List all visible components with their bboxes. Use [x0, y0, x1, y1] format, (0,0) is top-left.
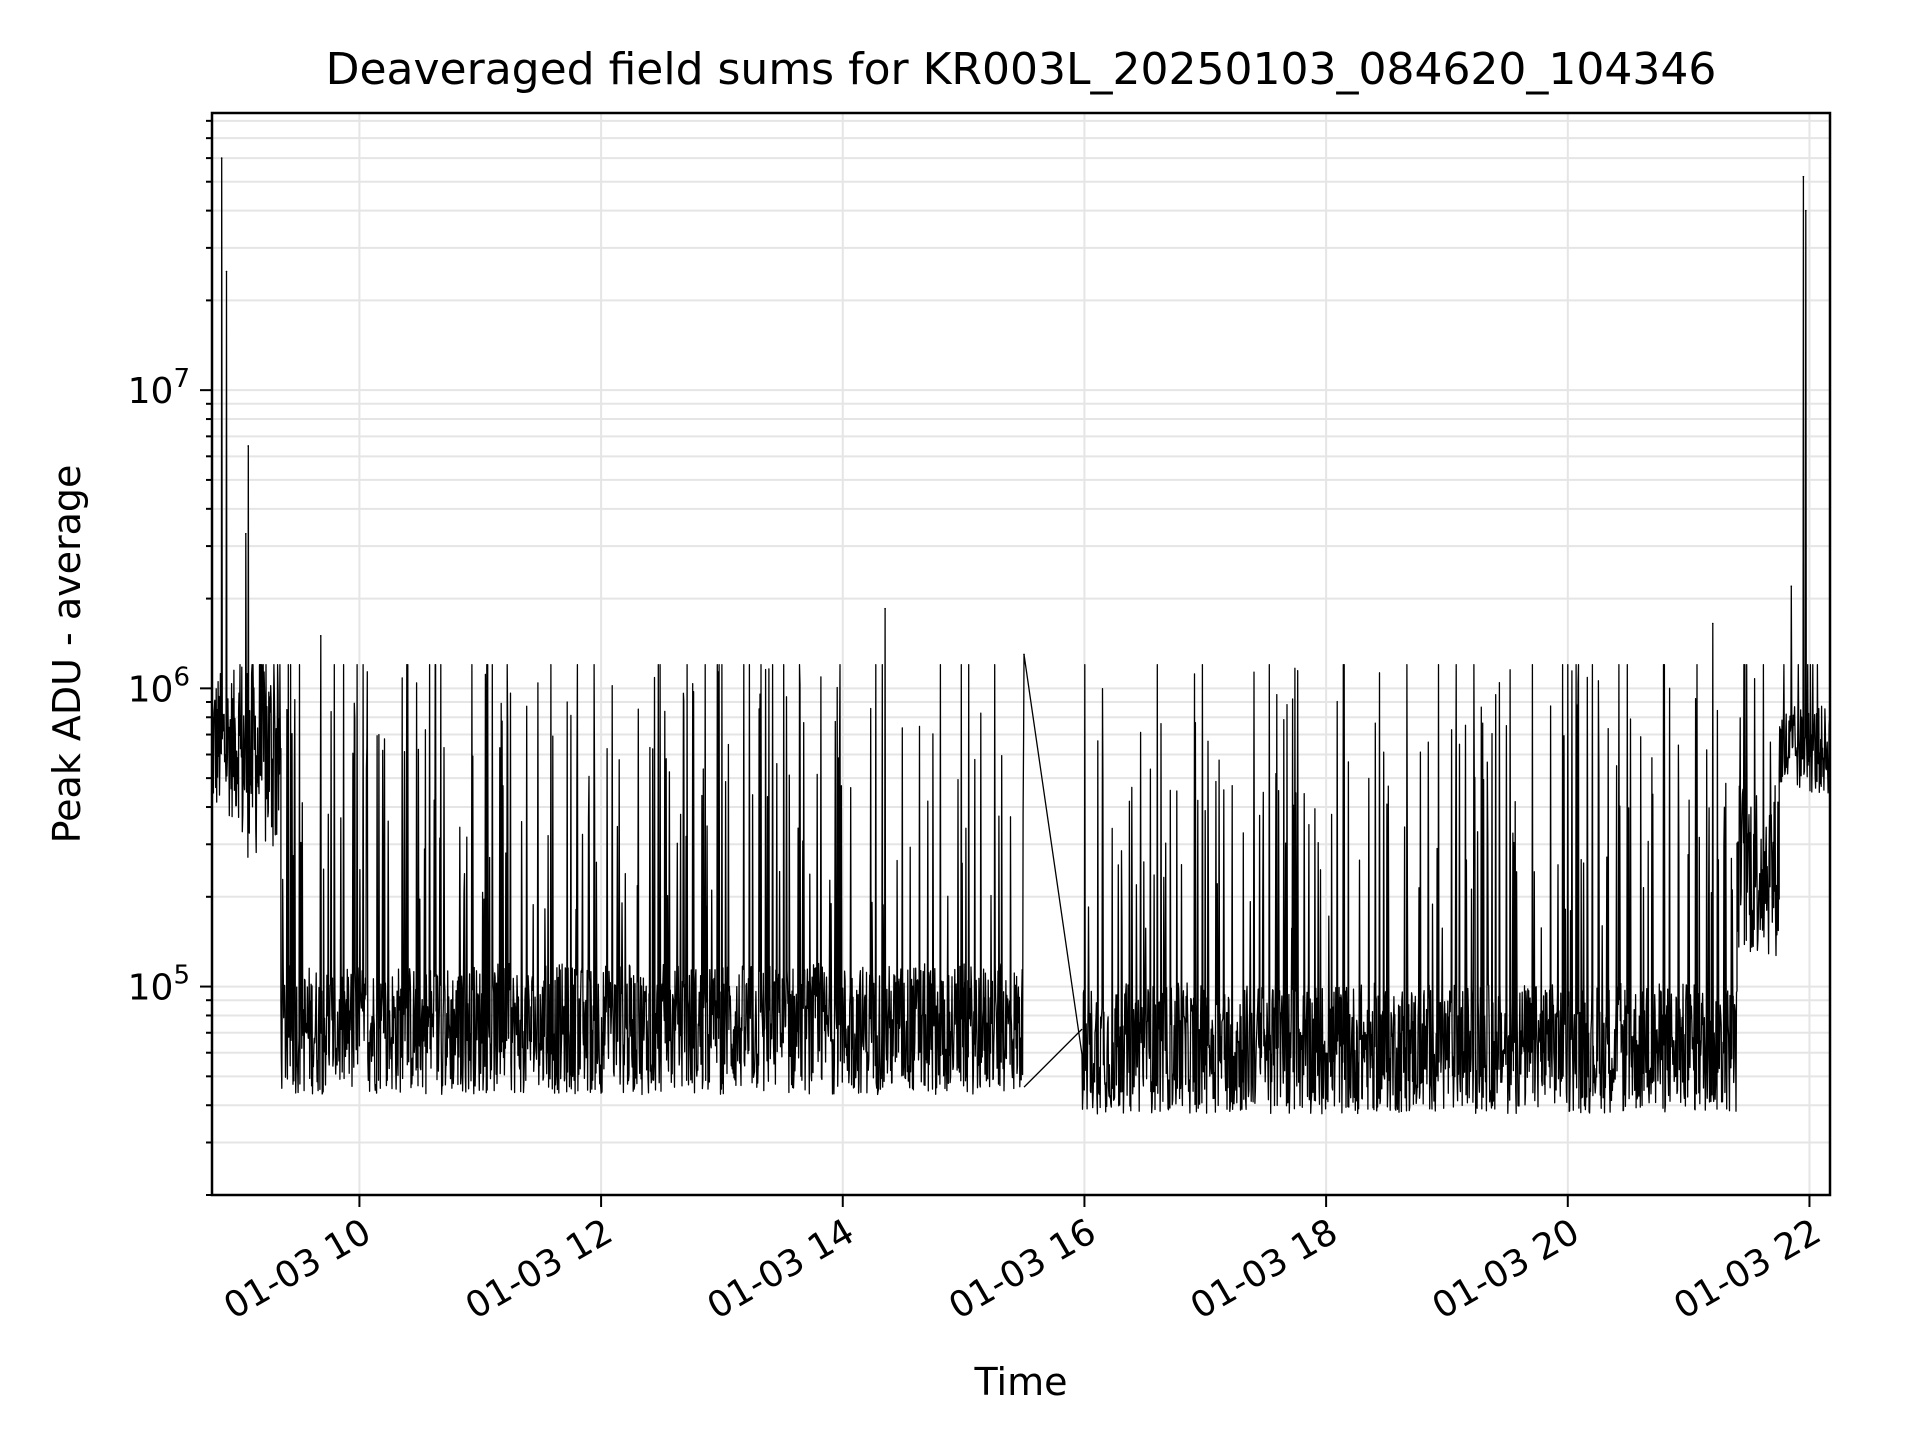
data-layer	[211, 157, 1831, 1115]
spike-point	[1802, 175, 1805, 178]
spike-point	[1023, 653, 1025, 656]
chart-title: Deaveraged field sums for KR003L_2025010…	[326, 44, 1717, 95]
spike-point	[245, 532, 247, 535]
y-axis-label: Peak ADU - average	[45, 465, 89, 844]
series-line	[211, 157, 1831, 1115]
y-tick-base: 10	[128, 669, 174, 710]
y-tick-label: 107	[128, 364, 190, 412]
gap-connector-line	[1023, 1028, 1083, 1088]
y-tick-base: 10	[128, 968, 174, 1009]
spike-point	[884, 607, 886, 610]
spike-point	[1805, 209, 1807, 212]
y-tick-label: 106	[128, 662, 190, 710]
y-tick-base: 10	[128, 371, 174, 412]
spike-point	[220, 157, 223, 159]
spike-point	[247, 445, 250, 447]
spike-point	[225, 270, 228, 273]
plot-frame	[210, 111, 1832, 1197]
spike-point	[1711, 622, 1714, 625]
y-tick-exponent: 5	[173, 961, 190, 991]
y-tick-label: 105	[128, 961, 190, 1009]
y-tick-exponent: 6	[173, 662, 190, 692]
spike-point	[319, 635, 322, 637]
y-tick-exponent: 7	[173, 364, 190, 394]
x-axis-label: Time	[974, 1360, 1068, 1404]
spike-point	[1790, 585, 1793, 588]
